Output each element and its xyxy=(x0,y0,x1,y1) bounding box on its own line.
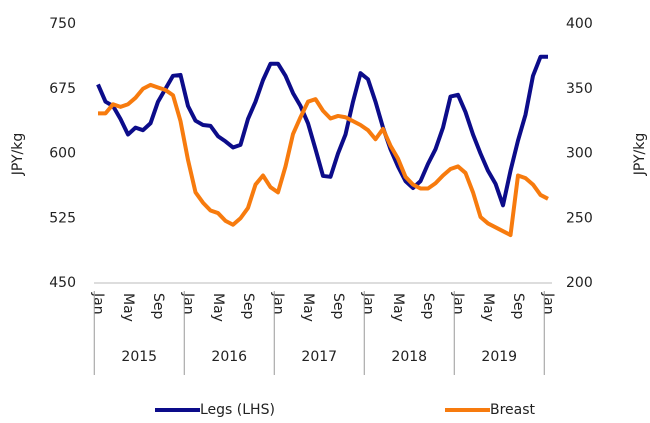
x-tick-label: Jan xyxy=(270,292,286,315)
x-tick-label: Sep xyxy=(510,293,526,320)
y-axis-label: JPY/kg xyxy=(10,133,26,177)
y2-tick-label: 350 xyxy=(566,81,593,97)
y2-tick-label: 200 xyxy=(566,275,593,291)
x-group-label: 2018 xyxy=(391,349,427,365)
x-tick-label: Jan xyxy=(90,292,106,315)
x-tick-label: Jan xyxy=(450,292,466,315)
x-tick-label: Jan xyxy=(540,292,556,315)
x-group-label: 2016 xyxy=(211,349,247,365)
x-group-label: 2017 xyxy=(301,349,337,365)
y-tick-label: 600 xyxy=(49,146,76,162)
y2-tick-label: 250 xyxy=(566,210,593,226)
y-tick-label: 750 xyxy=(49,16,76,32)
y-tick-label: 450 xyxy=(49,275,76,291)
x-tick-label: May xyxy=(120,293,136,322)
x-tick-label: Jan xyxy=(180,292,196,315)
x-tick-label: Sep xyxy=(330,293,346,320)
y2-tick-label: 300 xyxy=(566,146,593,162)
series-line xyxy=(98,82,549,238)
x-tick-label: Sep xyxy=(150,293,166,320)
x-tick-label: May xyxy=(300,293,316,322)
y-tick-label: 675 xyxy=(49,81,76,97)
x-group-label: 2015 xyxy=(121,349,157,365)
x-tick-label: Sep xyxy=(420,293,436,320)
x-tick-label: May xyxy=(390,293,406,322)
y-tick-label: 525 xyxy=(49,210,76,226)
x-tick-label: May xyxy=(210,293,226,322)
x-tick-label: May xyxy=(480,293,496,322)
y2-tick-label: 400 xyxy=(566,16,593,32)
legend-label: Legs (LHS) xyxy=(200,402,275,418)
x-tick-label: Sep xyxy=(240,293,256,320)
series-line xyxy=(96,54,548,208)
x-tick-label: Jan xyxy=(360,292,376,315)
legend-label: Breast xyxy=(490,402,536,418)
x-group-label: 2019 xyxy=(481,349,517,365)
y2-axis-label: JPY/kg xyxy=(632,133,648,177)
